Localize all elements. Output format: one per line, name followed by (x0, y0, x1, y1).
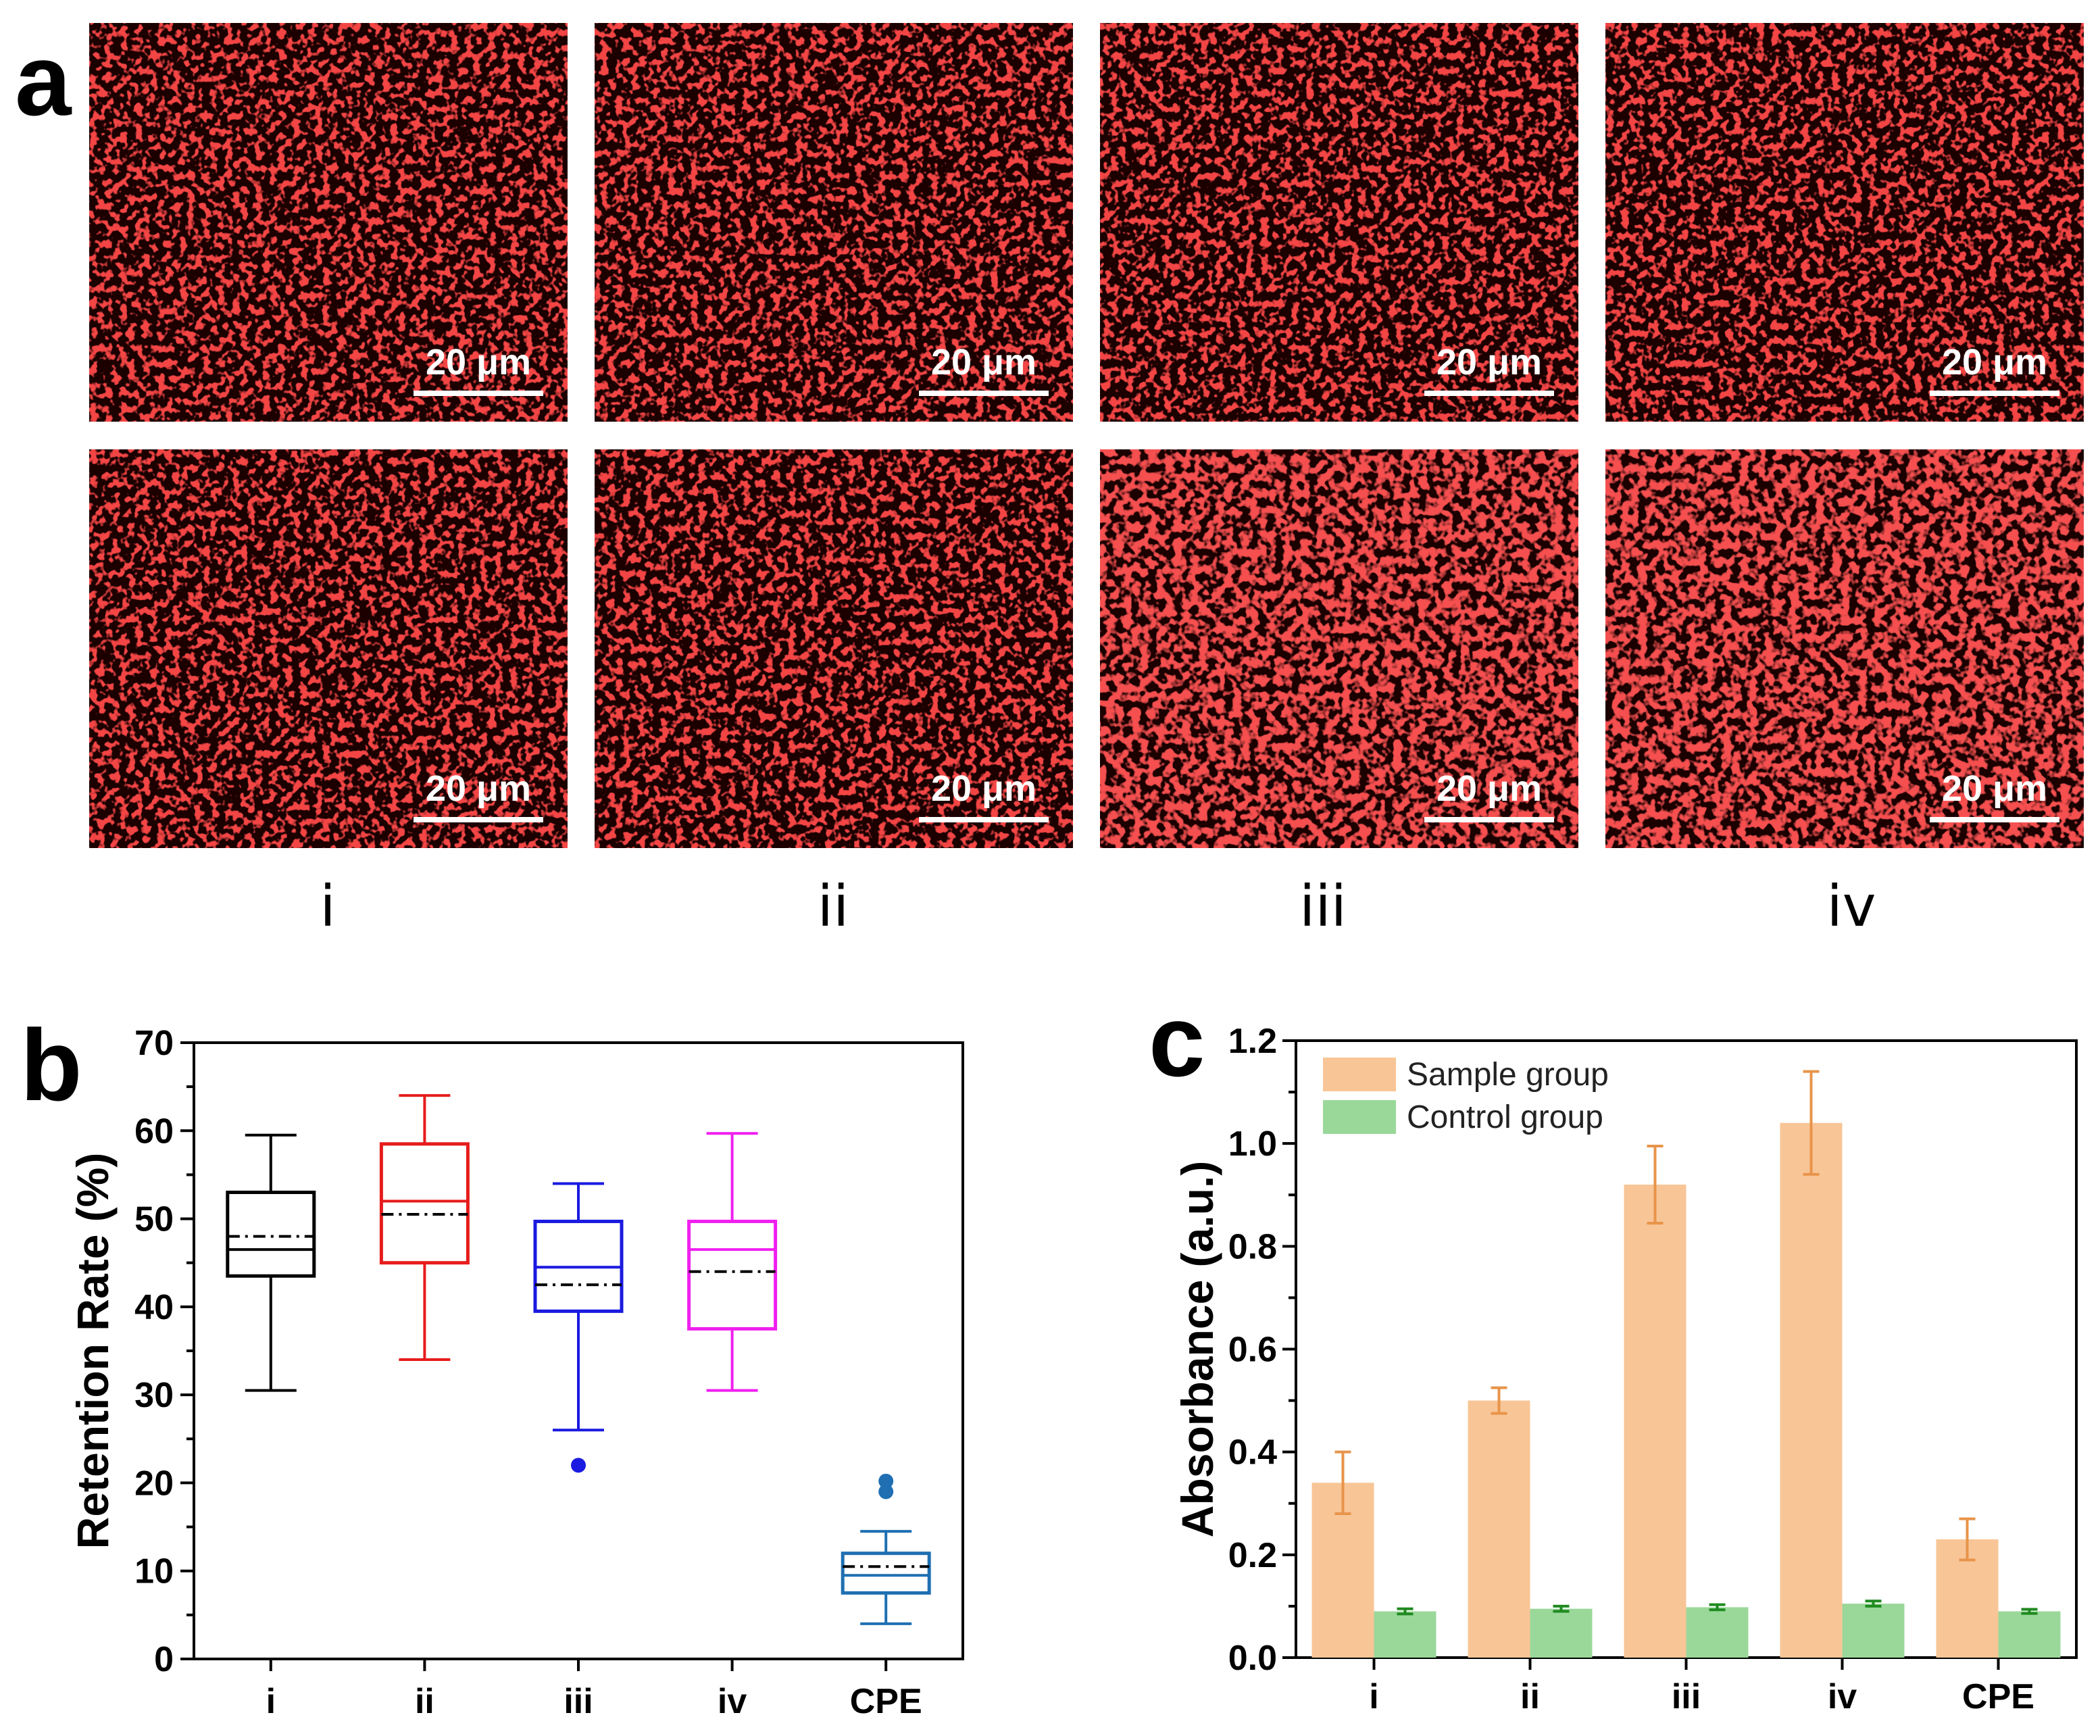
scale-bar-label: 20 μm (426, 768, 531, 809)
y-tick-label: 0 (154, 1640, 174, 1679)
absorbance-bar-chart: 0.00.20.40.60.81.01.2i ii iii iv CPEAbsorban… (1172, 1022, 2078, 1716)
x-tick-label-i: i (1369, 1677, 1378, 1716)
micrograph-image (1100, 449, 1578, 848)
y-tick-label: 40 (134, 1288, 174, 1327)
bar-CPE (1998, 1611, 2061, 1658)
bar-iii (1686, 1607, 1749, 1658)
micrograph-iii-row-1: 20 μm (1100, 23, 1578, 422)
micrograph-ii-row-1: 20 μm (595, 23, 1073, 422)
y-axis-title: Absorbance (a.u.) (1172, 1161, 1222, 1537)
micrograph-iii-row-2: 20 μm (1100, 449, 1578, 848)
panel-label-c: c (1149, 984, 1205, 1097)
y-tick-label: 0.4 (1228, 1433, 1277, 1472)
condition-label-ii: ii (818, 873, 849, 939)
legend-label: Sample group (1407, 1057, 1609, 1093)
box-iqr (379, 1142, 470, 1265)
x-tick-label-iv: iv (1828, 1677, 1857, 1716)
micrograph-image (595, 449, 1073, 848)
box-iqr (226, 1190, 316, 1278)
micrograph-image (1100, 23, 1578, 422)
micrograph-image (1605, 23, 2084, 422)
scale-bar-label: 20 μm (1942, 342, 2047, 382)
legend-label: Control group (1407, 1099, 1603, 1135)
micrograph-image (89, 449, 568, 848)
condition-label-iii: iii (1299, 873, 1347, 939)
x-tick-label-i: i (266, 1682, 276, 1721)
x-tick-label-CPE: CPE (850, 1682, 922, 1721)
micrograph-image (89, 23, 568, 422)
y-tick-label: 10 (134, 1552, 174, 1591)
series-control-group (1374, 1599, 2061, 1658)
bar-ii (1468, 1400, 1530, 1658)
x-tick-label-iii: iii (564, 1682, 593, 1721)
scale-bar-label: 20 μm (1942, 768, 2047, 809)
bar-iv (1780, 1122, 1843, 1658)
bar-i (1374, 1611, 1436, 1658)
scale-bar-label: 20 μm (931, 768, 1036, 809)
scale-bar-label: 20 μm (1436, 342, 1542, 382)
y-tick-label: 0.8 (1228, 1227, 1277, 1266)
y-tick-label: 0.6 (1228, 1331, 1277, 1370)
x-tick-label-ii: ii (415, 1682, 434, 1721)
micrograph-image (1605, 449, 2084, 848)
scale-bar-label: 20 μm (426, 342, 531, 382)
outlier-point (571, 1458, 586, 1473)
micrograph-iv-row-2: 20 μm (1605, 449, 2084, 848)
micrograph-i-row-2: 20 μm (89, 449, 568, 848)
box-iqr (687, 1219, 778, 1331)
y-tick-label: 1.0 (1228, 1124, 1277, 1164)
micrograph-grid: 20 μm 20 μm 20 μm 20 μm 20 μm 20 μm 20 μm 20 μm (89, 23, 2084, 848)
x-tick-label-CPE: CPE (1962, 1677, 2034, 1716)
x-tick-label-iv: iv (718, 1682, 747, 1721)
y-tick-label: 30 (134, 1376, 174, 1415)
bar-ii (1530, 1608, 1593, 1658)
outlier-point (878, 1484, 894, 1499)
box-iqr (841, 1552, 931, 1595)
box-CPE (841, 1473, 931, 1625)
micrograph-iv-row-1: 20 μm (1605, 23, 2084, 422)
x-tick-label-ii: ii (1520, 1677, 1540, 1716)
series-sample-group (1311, 1070, 1999, 1658)
y-tick-label: 0.2 (1228, 1536, 1277, 1575)
legend-swatch (1323, 1100, 1396, 1134)
panel-label-b: b (20, 1008, 82, 1122)
box-ii (379, 1094, 470, 1362)
bar-iii (1624, 1185, 1686, 1658)
y-tick-label: 50 (134, 1200, 174, 1239)
legend: Sample group Control group (1323, 1057, 1609, 1135)
micrograph-ii-row-2: 20 μm (595, 449, 1073, 848)
box-iv (687, 1132, 778, 1392)
condition-label-i: i (320, 873, 335, 939)
micrograph-image (595, 23, 1073, 422)
scale-bar-label: 20 μm (931, 342, 1036, 382)
y-tick-label: 1.2 (1228, 1022, 1277, 1061)
scale-bar-label: 20 μm (1436, 768, 1542, 809)
y-tick-label: 70 (134, 1024, 174, 1063)
y-tick-label: 60 (134, 1112, 174, 1151)
x-tick-label-iii: iii (1672, 1677, 1701, 1716)
y-tick-label: 20 (134, 1464, 174, 1503)
bar-iv (1842, 1604, 1905, 1658)
y-axis-title: Retention Rate (%) (68, 1153, 118, 1549)
panel-label-a: a (15, 23, 72, 137)
box-iii (533, 1182, 624, 1473)
micrograph-i-row-1: 20 μm (89, 23, 568, 422)
box-i (226, 1133, 316, 1392)
condition-labels: i ii iii iv (320, 873, 1876, 939)
condition-label-iv: iv (1826, 873, 1876, 939)
y-tick-label: 0.0 (1228, 1639, 1277, 1678)
outlier-point (878, 1473, 894, 1489)
legend-swatch (1323, 1058, 1396, 1091)
